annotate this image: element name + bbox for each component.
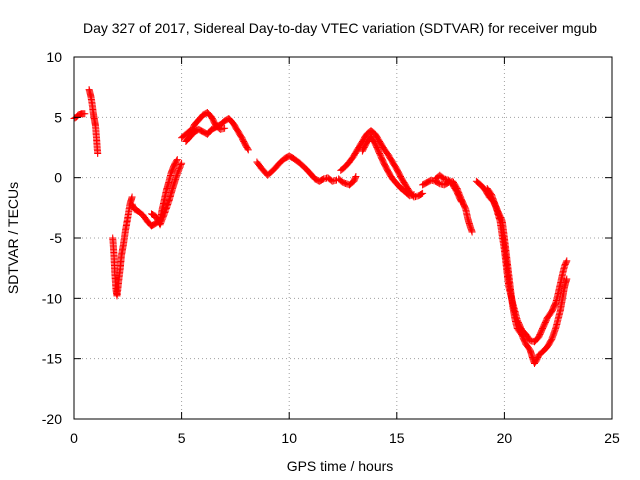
y-tick-label: -5: [50, 230, 63, 246]
x-tick-label: 0: [70, 430, 78, 446]
data-point: [178, 159, 186, 167]
x-tick-label: 15: [389, 430, 405, 446]
data-point: [410, 191, 418, 199]
data-point: [173, 156, 181, 164]
ticks: 0 5 10 15 20 25 10 5 0 -5 -10 -15 -20: [42, 49, 620, 446]
data-point: [468, 228, 476, 236]
data-point: [244, 146, 252, 154]
data-point: [563, 257, 571, 265]
y-tick-label: -10: [42, 290, 62, 306]
y-tick-label: 0: [54, 170, 62, 186]
x-tick-label: 20: [497, 430, 513, 446]
data-point: [352, 173, 360, 180]
y-tick-label: -15: [42, 351, 62, 367]
data-point: [173, 157, 181, 165]
x-tick-label: 5: [178, 430, 186, 446]
y-axis-label: SDTVAR / TECUs: [5, 182, 21, 294]
data-point: [457, 198, 465, 206]
data-point: [221, 124, 229, 132]
grid: [74, 57, 612, 419]
y-tick-label: 5: [54, 109, 62, 125]
x-tick-label: 25: [604, 430, 620, 446]
y-tick-label: 10: [46, 49, 62, 65]
data-point: [81, 110, 89, 118]
data-point: [244, 145, 252, 153]
x-axis-label: GPS time / hours: [287, 458, 394, 474]
data-point: [418, 190, 425, 198]
data-point: [74, 112, 82, 120]
data-point: [94, 150, 102, 157]
y-tick-label: -20: [42, 411, 62, 427]
x-tick-label: 10: [281, 430, 297, 446]
data-point: [128, 193, 136, 201]
data-point: [457, 197, 465, 205]
chart-title: Day 327 of 2017, Sidereal Day-to-day VTE…: [83, 20, 597, 36]
data-points: [70, 86, 571, 367]
data-point: [419, 189, 427, 197]
data-point: [563, 275, 571, 283]
